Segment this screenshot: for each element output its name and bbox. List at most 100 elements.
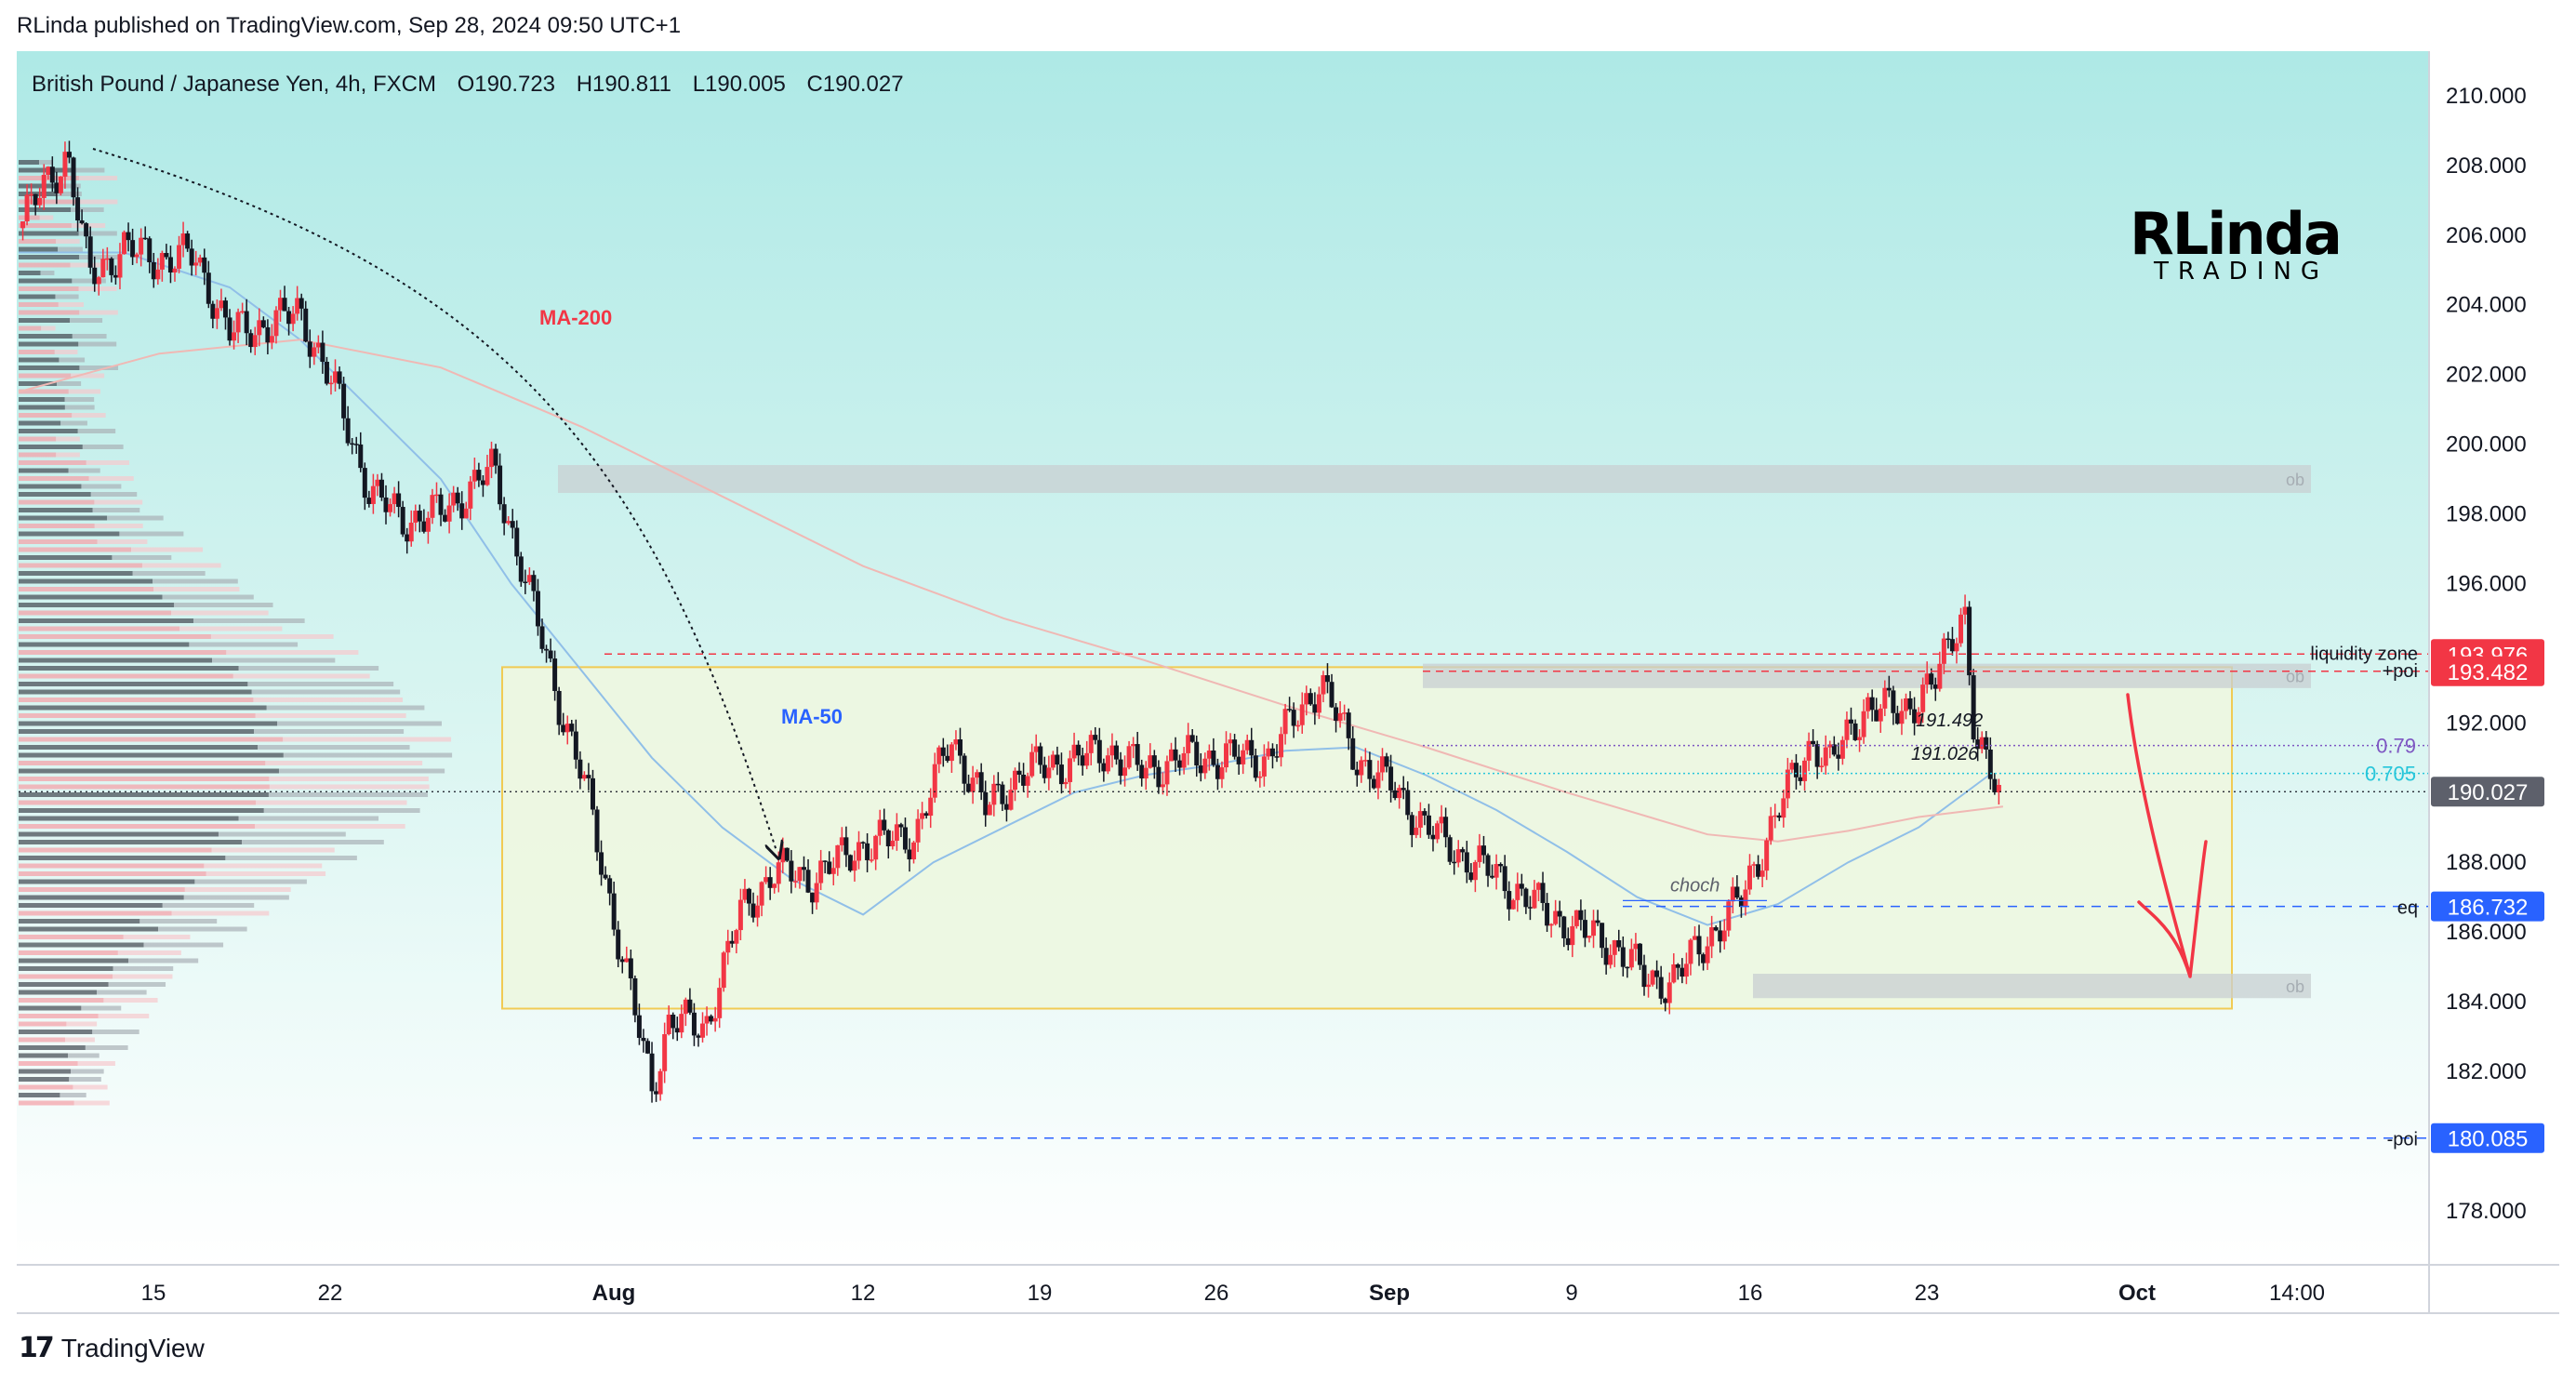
- profile-bar: [19, 618, 193, 623]
- candle-body: [603, 874, 608, 879]
- candle-body: [485, 467, 490, 485]
- profile-bar: [143, 942, 224, 948]
- profile-bar: [73, 1100, 110, 1106]
- candle-body: [1295, 724, 1301, 727]
- ob-label: ob: [2286, 668, 2304, 686]
- candle-body: [898, 824, 904, 828]
- candle-body: [645, 1041, 650, 1054]
- candle-body: [362, 468, 367, 498]
- candle-body: [1253, 755, 1258, 778]
- profile-bar: [86, 460, 130, 465]
- candle-body: [214, 308, 219, 319]
- profile-bar: [81, 1005, 122, 1011]
- candle-body: [737, 899, 743, 931]
- profile-bar: [57, 192, 82, 196]
- profile-bar: [19, 231, 79, 236]
- profile-bar: [56, 183, 81, 189]
- candle-body: [400, 507, 405, 535]
- candle-body: [1101, 763, 1107, 772]
- profile-bar: [19, 381, 58, 386]
- candle-body: [1637, 943, 1642, 965]
- profile-bar: [19, 1084, 73, 1090]
- profile-bar: [56, 436, 80, 442]
- candle-body: [978, 772, 984, 792]
- candle-body: [1553, 910, 1559, 924]
- candle-body: [1971, 675, 1976, 740]
- candle-body: [1721, 930, 1727, 942]
- candle-body: [852, 860, 857, 871]
- forecast-arrow: [2126, 693, 2208, 978]
- profile-bar: [19, 634, 211, 639]
- candle-body: [358, 444, 364, 469]
- poi-minus-label: -poi: [2387, 1130, 2418, 1150]
- candle-body: [1882, 687, 1888, 709]
- profile-bar: [19, 578, 153, 584]
- candle-body: [24, 194, 30, 222]
- candle-body: [1249, 739, 1255, 756]
- x-tick-label: Oct: [2118, 1281, 2156, 1306]
- candle-body: [1109, 745, 1115, 756]
- candle-body: [1164, 761, 1170, 785]
- ma200-label: MA-200: [539, 306, 612, 329]
- candle-body: [594, 809, 600, 853]
- candle-body: [936, 747, 942, 764]
- candle-body: [471, 470, 477, 482]
- candle-body: [159, 253, 165, 270]
- candle-body: [1160, 784, 1165, 788]
- candle-body: [1367, 760, 1373, 779]
- candle-body: [966, 783, 972, 792]
- x-tick-label: 15: [141, 1281, 166, 1306]
- candle-body: [1912, 709, 1918, 724]
- profile-bar: [183, 895, 289, 900]
- candle-body: [1439, 817, 1444, 824]
- profile-bar: [19, 666, 239, 671]
- candle-body: [244, 311, 249, 334]
- plot-background: [17, 51, 2429, 1265]
- candle-body: [1269, 748, 1275, 757]
- profile-bar: [19, 524, 95, 528]
- candle-body: [303, 308, 309, 342]
- profile-bar: [19, 768, 279, 774]
- profile-bar: [19, 998, 104, 1003]
- profile-bar: [59, 357, 86, 363]
- candle-body: [480, 480, 485, 485]
- candle-body: [1937, 663, 1943, 689]
- candle-body: [1628, 949, 1634, 968]
- candle-body: [1705, 946, 1710, 963]
- candle-body: [46, 166, 51, 176]
- candle-body: [1063, 781, 1069, 785]
- profile-bar: [78, 341, 117, 347]
- candle-body: [1633, 943, 1639, 950]
- candle-body: [100, 259, 106, 278]
- candle-body: [776, 862, 781, 884]
- candle-body: [923, 813, 929, 817]
- profile-bar: [255, 824, 405, 829]
- profile-bar: [283, 737, 452, 742]
- profile-bar: [19, 863, 205, 869]
- y-tick-label: 198.000: [2446, 502, 2527, 527]
- candle-body: [413, 511, 418, 523]
- profile-bar: [19, 357, 60, 363]
- candle-body: [1455, 849, 1461, 863]
- candle-body: [953, 739, 959, 745]
- profile-bar: [19, 594, 163, 600]
- candle-body: [142, 237, 148, 240]
- candle-body: [712, 1017, 718, 1022]
- candle-body: [662, 1034, 668, 1071]
- candle-body: [742, 888, 748, 900]
- candle-body: [561, 724, 566, 733]
- candle-body: [1591, 920, 1597, 937]
- candle-body: [1324, 675, 1330, 683]
- candle-body: [269, 336, 274, 343]
- candle-body: [451, 492, 457, 506]
- profile-bar: [19, 318, 71, 323]
- tradingview-logo[interactable]: 17 TradingView: [19, 1332, 205, 1364]
- candle-body: [353, 444, 359, 445]
- candle-body: [632, 977, 638, 1016]
- profile-bar: [19, 698, 254, 702]
- profile-bar: [19, 729, 255, 734]
- candle-body: [1177, 760, 1183, 768]
- candle-body: [1565, 937, 1571, 946]
